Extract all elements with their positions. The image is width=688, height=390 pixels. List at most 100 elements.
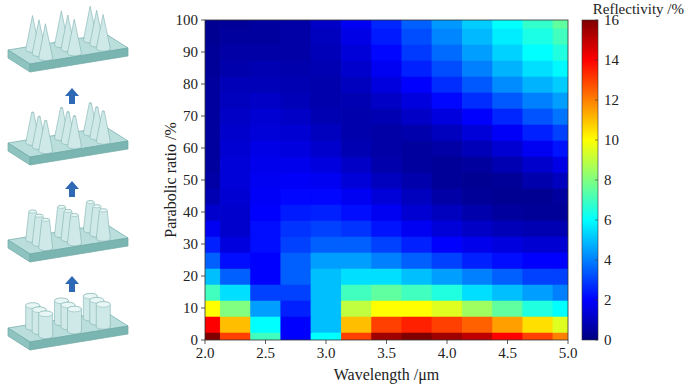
pillar-top: [45, 120, 47, 122]
heatmap-cell: [523, 108, 554, 125]
x-tick: [265, 340, 266, 344]
heatmap-cell: [250, 188, 281, 205]
x-tick-label: 2.0: [196, 345, 215, 361]
heatmap-cell: [220, 28, 251, 45]
heatmap-cell: [205, 300, 221, 317]
heatmap-cell: [341, 124, 372, 141]
structure-diagram: [8, 6, 128, 350]
heatmap-cell: [250, 140, 281, 157]
heatmap-cell: [492, 204, 523, 221]
y-tick: [201, 116, 205, 117]
heatmap-cell: [462, 28, 493, 45]
heatmap-cell: [371, 156, 402, 173]
heatmap-cell: [462, 140, 493, 157]
heatmap-cell: [205, 204, 221, 221]
pillar: [96, 14, 110, 51]
heatmap-cell: [311, 300, 342, 317]
heatmap-cell: [402, 236, 433, 253]
heatmap-cell: [311, 284, 342, 301]
pillar: [67, 116, 81, 149]
pillar-top: [67, 306, 81, 312]
heatmap-cell: [402, 252, 433, 269]
pillar: [67, 19, 81, 56]
heatmap-cell: [281, 172, 312, 189]
heatmap-cell: [341, 204, 372, 221]
pillar-top: [32, 112, 34, 114]
arrow: [65, 181, 79, 197]
heatmap-cell: [553, 172, 568, 189]
heatmap-cell: [523, 44, 554, 61]
heatmap-cell: [205, 60, 221, 77]
pillar-top: [96, 106, 98, 108]
heatmap-cell: [553, 140, 568, 157]
x-tick: [205, 340, 206, 344]
colorbar-tick: [595, 140, 598, 141]
heatmap-cell: [462, 76, 493, 93]
heatmap-cell: [341, 44, 372, 61]
heatmap-cell: [432, 252, 463, 269]
x-tick-label: 3.0: [317, 345, 336, 361]
heatmap-cell: [220, 124, 251, 141]
y-tick: [201, 212, 205, 213]
heatmap-cell: [462, 20, 493, 29]
heatmap-cell: [341, 220, 372, 237]
pillar-top: [35, 214, 43, 217]
heatmap-cell: [492, 140, 523, 157]
heatmap-cell: [523, 20, 554, 29]
heatmap-cell: [281, 28, 312, 45]
heatmap-cell: [250, 124, 281, 141]
heatmap-cell: [402, 156, 433, 173]
heatmap-cell: [205, 92, 221, 109]
heatmap-cell: [553, 220, 568, 237]
heatmap-cell: [462, 284, 493, 301]
heatmap-cell: [553, 28, 568, 45]
heatmap-cell: [432, 300, 463, 317]
slab-side: [8, 328, 30, 350]
heatmap-cell: [553, 316, 568, 333]
heatmap-cell: [220, 140, 251, 157]
heatmap-cell: [220, 252, 251, 269]
pillar-top: [58, 205, 66, 208]
heatmap-cell: [311, 124, 342, 141]
heatmap-cell: [371, 60, 402, 77]
heatmap-cell: [462, 204, 493, 221]
heatmap-cell: [492, 44, 523, 61]
heatmap-cell: [462, 92, 493, 109]
heatmap-cell: [205, 316, 221, 333]
heatmap-cell: [311, 204, 342, 221]
heatmap-cell: [341, 172, 372, 189]
pillar-top: [71, 214, 79, 217]
heatmap-cell: [523, 92, 554, 109]
heatmap-cell: [432, 28, 463, 45]
x-tick: [326, 340, 327, 344]
heatmap-cell: [250, 268, 281, 285]
colorbar-tick: [595, 100, 598, 101]
heatmap-cell: [311, 188, 342, 205]
heatmap-cell: [523, 300, 554, 317]
heatmap-cell: [432, 140, 463, 157]
pillar: [67, 214, 81, 246]
pillar: [39, 24, 53, 61]
plot-frame: [205, 20, 568, 340]
heatmap-cell: [281, 76, 312, 93]
heatmap-cell: [220, 332, 251, 340]
heatmap-cell: [492, 268, 523, 285]
y-tick-label: 70: [183, 108, 198, 124]
heatmap-cell: [371, 188, 402, 205]
heatmap-cell: [341, 28, 372, 45]
heatmap-cell: [250, 20, 281, 29]
heatmap-cell: [371, 300, 402, 317]
heatmap-cell: [553, 332, 568, 340]
heatmap-cell: [281, 92, 312, 109]
y-tick: [201, 84, 205, 85]
heatmap-cell: [523, 124, 554, 141]
structure-icon: [8, 201, 128, 262]
heatmap-cell: [311, 60, 342, 77]
heatmap-cell: [311, 92, 342, 109]
heatmap-cell: [205, 220, 221, 237]
heatmap-cell: [250, 220, 281, 237]
heatmap-cell: [523, 236, 554, 253]
heatmap-cell: [553, 20, 568, 29]
heatmap-cell: [462, 172, 493, 189]
heatmap-cell: [553, 108, 568, 125]
